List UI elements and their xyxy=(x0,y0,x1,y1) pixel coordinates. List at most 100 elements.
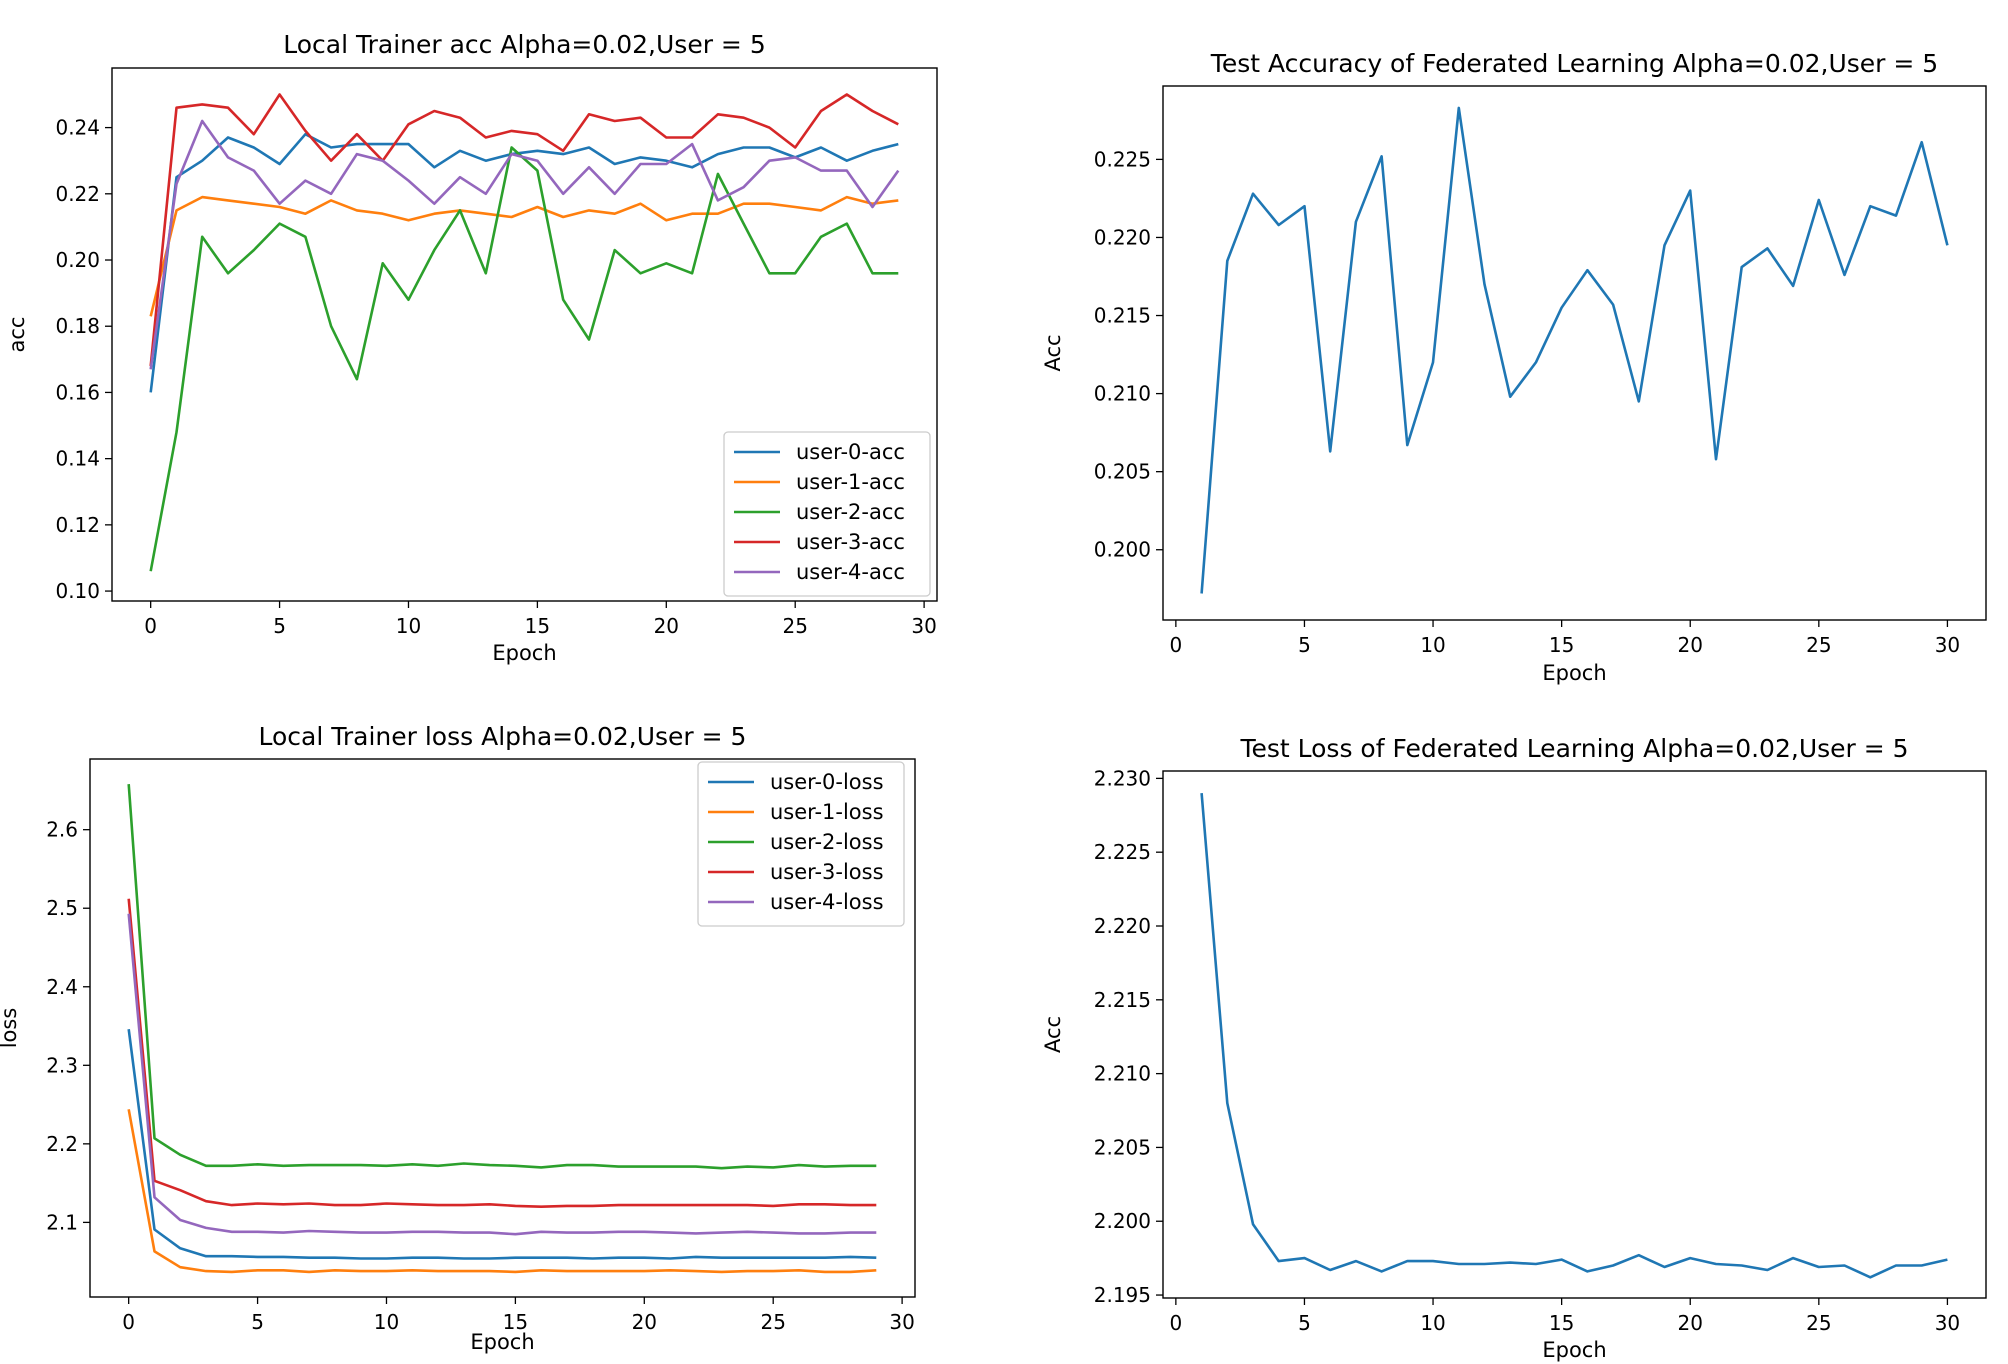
chart-svg: Test Accuracy of Federated Learning Alph… xyxy=(1041,49,1987,685)
y-axis-label: loss xyxy=(0,1008,21,1049)
x-tick-label: 25 xyxy=(782,614,807,638)
x-tick-label: 25 xyxy=(760,1310,785,1334)
series-line-3 xyxy=(149,93,899,367)
x-axis-label: Epoch xyxy=(492,641,556,665)
x-tick-label: 0 xyxy=(1169,1311,1182,1335)
y-tick-label: 2.230 xyxy=(1094,766,1151,790)
legend-label: user-3-acc xyxy=(796,530,905,554)
legend-label: user-1-acc xyxy=(796,470,905,494)
series-line-3 xyxy=(127,898,877,1209)
series-line-0 xyxy=(1200,792,1948,1279)
y-tick-label: 0.210 xyxy=(1094,382,1151,406)
y-tick-label: 0.205 xyxy=(1094,460,1151,484)
y-tick-label: 2.2 xyxy=(46,1132,78,1156)
chart-title: Local Trainer acc Alpha=0.02,User = 5 xyxy=(283,30,765,59)
x-tick-label: 5 xyxy=(273,614,286,638)
chart-title: Test Accuracy of Federated Learning Alph… xyxy=(1210,49,1938,78)
x-axis-label: Epoch xyxy=(470,1330,534,1354)
legend-label: user-4-loss xyxy=(770,890,884,914)
test-loss-federated-chart: Test Loss of Federated Learning Alpha=0.… xyxy=(1030,722,2008,1362)
x-tick-label: 5 xyxy=(1298,1311,1311,1335)
x-tick-label: 25 xyxy=(1806,1311,1831,1335)
x-axis-label: Epoch xyxy=(1542,1338,1606,1362)
legend-label: user-2-loss xyxy=(770,830,884,854)
y-tick-label: 0.14 xyxy=(55,447,100,471)
y-axis-label: Acc xyxy=(1041,334,1065,371)
series-line-0 xyxy=(1200,106,1949,594)
y-tick-label: 2.195 xyxy=(1094,1283,1151,1307)
x-tick-label: 20 xyxy=(654,614,679,638)
y-tick-label: 2.6 xyxy=(46,818,78,842)
series-line-2 xyxy=(127,784,877,1170)
legend-label: user-3-loss xyxy=(770,860,884,884)
x-axis-label: Epoch xyxy=(1542,661,1606,685)
plot-frame xyxy=(89,758,916,1298)
y-tick-label: 2.4 xyxy=(46,975,78,999)
x-tick-label: 30 xyxy=(1935,1311,1960,1335)
chart-title: Test Loss of Federated Learning Alpha=0.… xyxy=(1239,734,1908,763)
y-tick-label: 0.10 xyxy=(55,579,100,603)
legend: user-0-loss user-1-loss user-2-loss user-3-… xyxy=(697,761,905,927)
legend-label: user-1-loss xyxy=(770,800,884,824)
x-tick-label: 25 xyxy=(1806,633,1831,657)
x-tick-label: 5 xyxy=(251,1310,264,1334)
y-tick-label: 0.24 xyxy=(55,116,100,140)
series-line-1 xyxy=(127,1109,877,1274)
y-axis-label: Acc xyxy=(1041,1016,1065,1053)
y-tick-label: 0.18 xyxy=(55,314,100,338)
legend-box xyxy=(723,431,931,597)
plot-frame xyxy=(1162,85,1987,621)
y-tick-label: 0.200 xyxy=(1094,538,1151,562)
x-tick-label: 30 xyxy=(889,1310,914,1334)
y-tick-label: 2.1 xyxy=(46,1210,78,1234)
y-tick-label: 0.220 xyxy=(1094,225,1151,249)
series-line-1 xyxy=(149,195,899,317)
series-line-4 xyxy=(149,119,900,370)
legend-label: user-4-acc xyxy=(796,560,905,584)
legend-label: user-0-loss xyxy=(770,770,884,794)
x-tick-label: 20 xyxy=(632,1310,657,1334)
y-tick-label: 2.225 xyxy=(1094,840,1151,864)
x-tick-label: 10 xyxy=(1420,633,1445,657)
test-accuracy-federated-chart: Test Accuracy of Federated Learning Alph… xyxy=(1030,40,2008,690)
x-tick-label: 30 xyxy=(911,614,936,638)
x-tick-label: 20 xyxy=(1678,1311,1703,1335)
legend-box xyxy=(697,761,905,927)
x-tick-label: 10 xyxy=(374,1310,399,1334)
y-tick-label: 0.12 xyxy=(55,513,100,537)
chart-title: Local Trainer loss Alpha=0.02,User = 5 xyxy=(259,722,747,751)
series-line-4 xyxy=(127,913,877,1236)
y-tick-label: 0.225 xyxy=(1094,147,1151,171)
y-tick-label: 2.200 xyxy=(1094,1209,1151,1233)
x-tick-label: 30 xyxy=(1935,633,1960,657)
x-tick-label: 0 xyxy=(122,1310,135,1334)
x-tick-label: 0 xyxy=(1169,633,1182,657)
x-tick-label: 0 xyxy=(144,614,157,638)
local-trainer-acc-chart: Local Trainer acc Alpha=0.02,User = 5 0 5 1… xyxy=(0,20,960,680)
legend-label: user-0-acc xyxy=(796,440,905,464)
y-tick-label: 2.5 xyxy=(46,896,78,920)
y-tick-label: 2.3 xyxy=(46,1053,78,1077)
y-tick-label: 2.210 xyxy=(1094,1062,1151,1086)
y-tick-label: 0.22 xyxy=(55,182,100,206)
legend: user-0-acc user-1-acc user-2-acc user-3-acc… xyxy=(723,431,931,597)
x-tick-label: 20 xyxy=(1678,633,1703,657)
x-tick-label: 15 xyxy=(1549,633,1574,657)
y-tick-label: 0.16 xyxy=(55,380,100,404)
legend-label: user-2-acc xyxy=(796,500,905,524)
series-line-0 xyxy=(127,1029,877,1260)
x-tick-label: 10 xyxy=(1420,1311,1445,1335)
x-tick-label: 5 xyxy=(1298,633,1311,657)
plot-frame xyxy=(1162,770,1987,1299)
x-tick-label: 15 xyxy=(525,614,550,638)
chart-svg: Local Trainer loss Alpha=0.02,User = 5 0 5… xyxy=(0,722,916,1354)
y-tick-label: 2.205 xyxy=(1094,1135,1151,1159)
y-tick-label: 2.220 xyxy=(1094,914,1151,938)
chart-svg: Local Trainer acc Alpha=0.02,User = 5 0 5 1… xyxy=(5,30,938,665)
y-axis-label: acc xyxy=(5,317,29,353)
chart-svg: Test Loss of Federated Learning Alpha=0.… xyxy=(1041,734,1987,1362)
plot-frame xyxy=(111,67,938,602)
y-tick-label: 2.215 xyxy=(1094,988,1151,1012)
x-tick-label: 10 xyxy=(396,614,421,638)
series-line-0 xyxy=(149,132,899,393)
